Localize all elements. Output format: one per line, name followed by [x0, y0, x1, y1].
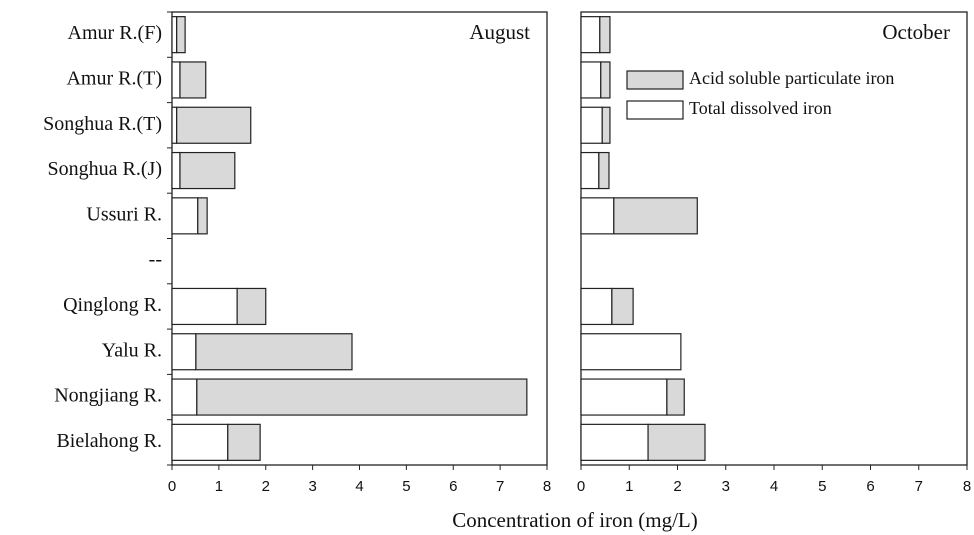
bar-segment [227, 423, 261, 461]
bar-segment [580, 61, 602, 99]
bar-segment [196, 378, 528, 416]
bar-segment [666, 378, 685, 416]
x-tick-label: 0 [577, 478, 585, 495]
bar-segment [599, 16, 611, 54]
bar-segment [171, 197, 199, 235]
bar-segment [176, 106, 252, 144]
bar-segment [580, 16, 601, 54]
bar-segment [171, 16, 178, 54]
bar-segment [171, 151, 181, 190]
bar-segment [580, 106, 603, 144]
bar-segment [179, 61, 207, 99]
x-tick-label: 8 [963, 478, 971, 495]
x-tick-label: 7 [915, 478, 923, 495]
bar-segment [171, 423, 229, 461]
x-tick-label: 1 [625, 478, 633, 495]
bar-segment [171, 287, 238, 326]
bar-segment [236, 287, 267, 326]
panel-title: October [882, 20, 950, 44]
x-tick-label: 0 [168, 478, 176, 495]
y-tick-label: Songhua R.(T) [43, 113, 162, 135]
y-tick-label: -- [149, 249, 162, 271]
legend-swatch [626, 70, 684, 90]
bar-segment [580, 333, 682, 371]
bar-segment [171, 333, 197, 371]
y-tick-label: Ussuri R. [86, 203, 162, 225]
bar-segment [197, 197, 208, 235]
x-tick-label: 2 [262, 478, 270, 495]
x-tick-label: 4 [770, 478, 778, 495]
bar-segment [176, 16, 186, 54]
x-tick-label: 4 [355, 478, 363, 495]
bar-segment [598, 151, 610, 190]
y-tick-label: Yalu R. [102, 339, 162, 361]
bar-segment [171, 106, 178, 144]
x-tick-label: 6 [866, 478, 874, 495]
bar-segment [171, 61, 181, 99]
x-axis-label: Concentration of iron (mg/L) [452, 508, 698, 532]
x-tick-label: 2 [673, 478, 681, 495]
y-tick-label: Bielahong R. [56, 430, 162, 452]
bar-segment [580, 378, 668, 416]
y-tick-label: Amur R.(T) [66, 68, 162, 90]
bar-segment [601, 106, 611, 144]
x-tick-label: 3 [722, 478, 730, 495]
x-tick-label: 1 [215, 478, 223, 495]
legend-label: Acid soluble particulate iron [689, 68, 894, 88]
panel-title: August [469, 20, 530, 44]
y-tick-label: Qinglong R. [63, 294, 162, 316]
x-tick-label: 5 [402, 478, 410, 495]
legend-label: Total dissolved iron [689, 98, 832, 118]
y-tick-label: Amur R.(F) [68, 22, 162, 44]
bar-segment [613, 197, 698, 235]
x-tick-label: 7 [496, 478, 504, 495]
x-tick-label: 3 [308, 478, 316, 495]
bar-segment [647, 423, 706, 461]
bar-segment [179, 151, 236, 190]
legend-swatch [626, 100, 684, 120]
bar-segment [580, 197, 615, 235]
bar-segment [580, 151, 600, 190]
x-tick-label: 5 [818, 478, 826, 495]
x-tick-label: 6 [449, 478, 457, 495]
bar-segment [600, 61, 611, 99]
bar-segment [580, 423, 649, 461]
bar-segment [195, 333, 353, 371]
bar-segment [580, 287, 613, 326]
y-tick-label: Songhua R.(J) [48, 158, 162, 180]
y-tick-label: Nongjiang R. [54, 385, 162, 407]
bar-segment [171, 378, 198, 416]
x-tick-label: 8 [543, 478, 551, 495]
bar-segment [611, 287, 634, 326]
